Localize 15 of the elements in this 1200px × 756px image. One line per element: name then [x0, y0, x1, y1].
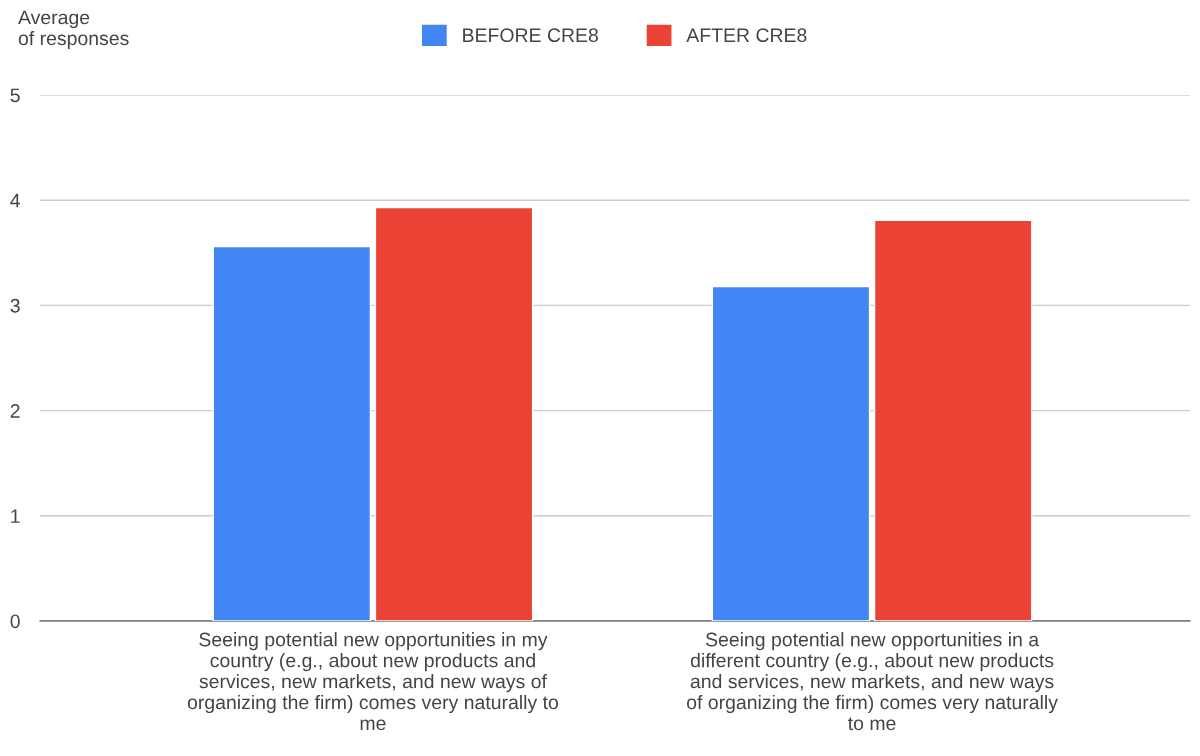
bar: [374, 206, 534, 621]
legend-label: AFTER CRE8: [686, 28, 807, 43]
bar: [873, 219, 1033, 621]
y-tick-label: 3: [10, 298, 20, 313]
y-tick-label: 1: [11, 509, 20, 523]
x-tick-label: Seeing potential new opportunities in my country (e.g., about new products and services, new markets, and new ways of organizing the firm) comes very naturally to me: [187, 632, 558, 731]
y-tick-label: 2: [10, 404, 20, 418]
y-axis-title: Average of responses: [18, 10, 129, 50]
legend-label: BEFORE CRE8: [463, 28, 598, 43]
y-tick-label: 0: [10, 614, 20, 629]
bar: [212, 245, 372, 621]
y-tick-label: 5: [10, 88, 20, 103]
y-tick-label: 4: [10, 193, 20, 208]
bar: [711, 285, 871, 621]
x-tick-label: Seeing potential new opportunities in a different country (e.g., about new products and services, new markets, and new ways of organizing the firm) comes very naturally to me: [687, 632, 1058, 731]
